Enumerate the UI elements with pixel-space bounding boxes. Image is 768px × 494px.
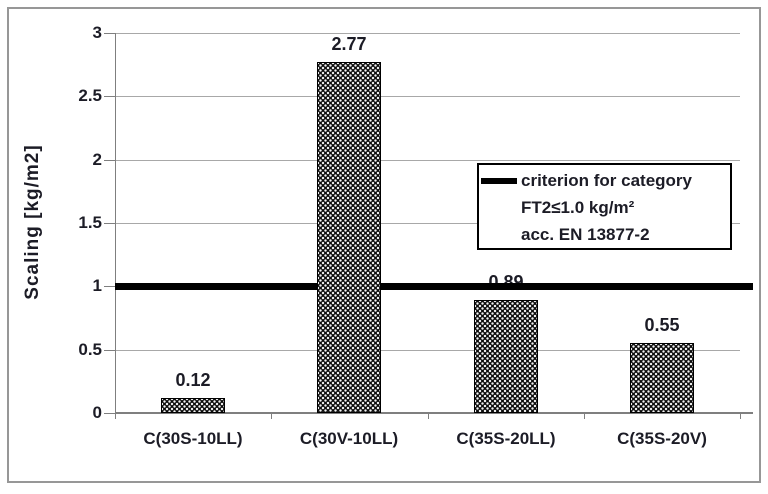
gridline-y-2.5 <box>115 96 740 97</box>
legend-row-2: FT2≤1.0 kg/m² <box>479 194 730 221</box>
y-tick-2 <box>104 160 116 161</box>
bar-value-label-C(35S-20V): 0.55 <box>644 315 680 335</box>
legend-box: criterion for category FT2≤1.0 kg/m² acc… <box>477 163 732 250</box>
criterion-line-swatch <box>481 177 517 184</box>
legend-row-1: criterion for category <box>479 167 730 194</box>
x-tick-4 <box>740 413 741 419</box>
gridline-y-3 <box>115 33 740 34</box>
y-tick-1.5 <box>104 223 116 224</box>
bar-C(30V-10LL) <box>317 62 381 413</box>
y-tick-2.5 <box>104 96 116 97</box>
y-tick-0.5 <box>104 350 116 351</box>
y-tick-label-0.5: 0.5 <box>78 340 102 359</box>
x-tick-0 <box>115 413 116 419</box>
bar-C(30S-10LL) <box>161 398 225 413</box>
y-tick-label-0: 0 <box>92 403 102 422</box>
legend-text-line3: acc. EN 13877-2 <box>521 225 650 244</box>
legend-text-line1: criterion for category <box>521 171 692 190</box>
gridline-y-2 <box>115 160 740 161</box>
x-tick-3 <box>584 413 585 419</box>
y-tick-3 <box>104 33 116 34</box>
y-tick-0 <box>104 413 116 414</box>
y-tick-label-1.5: 1.5 <box>78 213 102 232</box>
x-tick-2 <box>428 413 429 419</box>
bar-value-label-C(30S-10LL): 0.12 <box>175 370 211 390</box>
criterion-reference-line <box>115 283 753 290</box>
x-category-label-C(35S-20LL): C(35S-20LL) <box>456 429 556 448</box>
legend-row-3: acc. EN 13877-2 <box>479 221 730 248</box>
y-tick-label-3: 3 <box>92 23 102 42</box>
gridline-y-1.5 <box>115 223 740 224</box>
y-tick-label-2.5: 2.5 <box>78 86 102 105</box>
x-category-label-C(30S-10LL): C(30S-10LL) <box>143 429 243 448</box>
bar-value-label-C(30V-10LL): 2.77 <box>331 34 367 54</box>
x-tick-1 <box>271 413 272 419</box>
y-tick-1 <box>104 286 116 287</box>
bar-C(35S-20LL) <box>474 300 538 413</box>
gridline-y-0.5 <box>115 350 740 351</box>
bar-C(35S-20V) <box>630 343 694 413</box>
y-tick-label-1: 1 <box>92 276 102 295</box>
x-axis-line <box>115 412 753 414</box>
x-category-label-C(30V-10LL): C(30V-10LL) <box>299 429 399 448</box>
x-category-label-C(35S-20V): C(35S-20V) <box>617 429 707 448</box>
legend-text-line2: FT2≤1.0 kg/m² <box>521 198 635 217</box>
y-tick-label-2: 2 <box>92 150 102 169</box>
